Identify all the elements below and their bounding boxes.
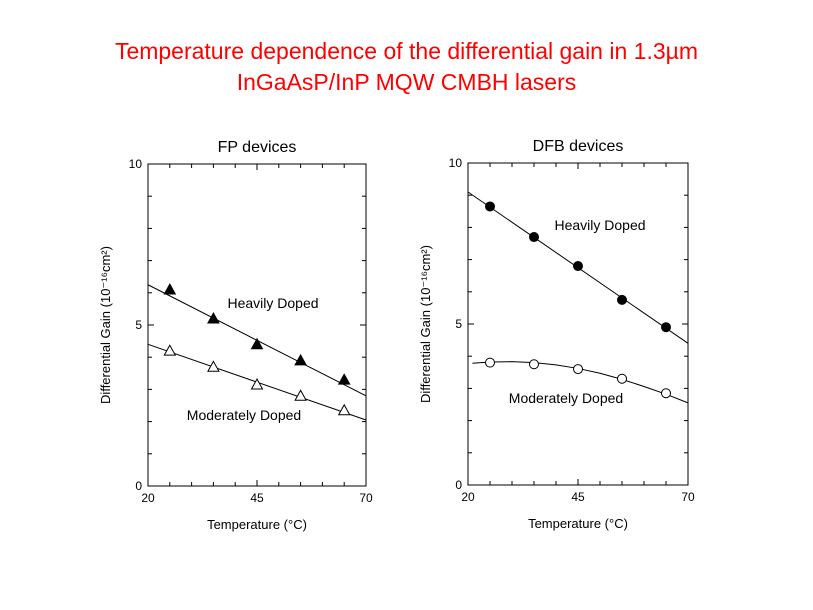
data-point — [485, 357, 495, 368]
data-point — [250, 337, 264, 350]
x-tick-label: 20 — [461, 490, 475, 504]
series-label: Heavily Doped — [227, 295, 318, 311]
y-tick-label: 0 — [135, 479, 142, 493]
data-point — [529, 359, 539, 370]
x-axis-label: Temperature (°C) — [528, 516, 628, 531]
page-title-line-2: InGaAsP/InP MQW CMBH lasers — [236, 69, 577, 95]
page-title-line-1: Temperature dependence of the differenti… — [114, 38, 699, 64]
chart-title: DFB devices — [533, 138, 624, 155]
page-title: Temperature dependence of the differenti… — [0, 36, 813, 98]
y-tick-label: 10 — [129, 157, 143, 171]
series-label: Moderately Doped — [187, 407, 301, 423]
y-axis-label: Differential Gain (10⁻¹⁶cm²) — [418, 245, 433, 403]
series-heavily-doped: Heavily Doped — [467, 191, 689, 344]
y-axis-label: Differential Gain (10⁻¹⁶cm²) — [98, 246, 113, 404]
chart-panel-1: FP devices 20 45 70 0 5 10 Temperature (°C) Diff… — [98, 139, 373, 532]
y-tick-label: 10 — [449, 156, 463, 170]
data-point — [573, 261, 583, 272]
series-label: Moderately Doped — [509, 390, 623, 406]
data-point — [207, 312, 220, 324]
y-tick-label: 5 — [455, 317, 462, 331]
x-tick-label: 20 — [141, 491, 155, 505]
x-axis-label: Temperature (°C) — [207, 517, 307, 532]
x-tick-label: 45 — [571, 490, 585, 504]
data-point — [337, 403, 351, 416]
x-tick-label: 70 — [359, 491, 373, 505]
x-tick-label: 70 — [681, 490, 695, 504]
plot-frame — [147, 163, 367, 487]
series-moderately-doped: Moderately Doped — [147, 343, 367, 423]
series-label: Heavily Doped — [554, 217, 645, 233]
chart-title: FP devices — [218, 139, 297, 156]
y-tick-label: 5 — [135, 318, 142, 332]
data-point — [250, 378, 264, 390]
plot-frame — [467, 162, 689, 486]
data-point — [163, 344, 177, 356]
data-point — [617, 294, 627, 305]
y-tick-label: 0 — [455, 478, 462, 492]
data-point — [529, 232, 539, 243]
series-heavily-doped: Heavily Doped — [147, 283, 367, 397]
data-point — [294, 353, 307, 366]
x-tick-label: 45 — [250, 491, 264, 505]
data-point — [617, 373, 627, 384]
data-point — [337, 373, 351, 385]
data-point — [661, 322, 671, 333]
series-moderately-doped: Moderately Doped — [472, 357, 689, 406]
data-point — [294, 389, 307, 401]
data-point — [485, 201, 495, 212]
chart-panel-2: DFB devices 20 45 70 0 5 10 Temperature (°C) Dif… — [418, 138, 695, 531]
data-point — [163, 283, 177, 295]
data-point — [573, 364, 583, 375]
data-point — [207, 360, 220, 372]
data-point — [661, 388, 671, 399]
